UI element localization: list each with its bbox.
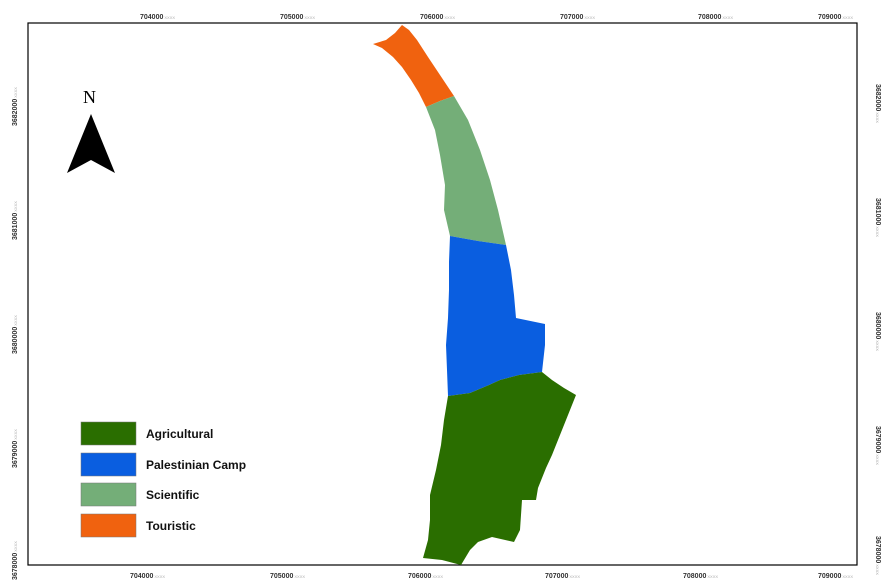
y-tick-right: 3682000XXXX (874, 84, 881, 123)
x-tick-bottom: 705000XXXX (270, 573, 305, 580)
x-axis-top: 704000XXXX 705000XXXX 706000XXXX 707000X… (140, 14, 853, 21)
north-letter: N (83, 87, 96, 107)
x-tick-top: 707000XXXX (560, 14, 595, 21)
tick-unit: XXXX (842, 574, 853, 579)
y-tick-left: 3679000XXXX (12, 429, 19, 468)
tick-unit: XXXX (569, 574, 580, 579)
legend-label: Palestinian Camp (146, 458, 246, 472)
tick-unit: XXXX (432, 574, 443, 579)
x-tick-bottom: 708000XXXX (683, 573, 718, 580)
map-frame (27, 22, 858, 566)
tick-unit: XXXX (875, 454, 880, 465)
north-arrow: N (67, 87, 115, 173)
tick-unit: XXXX (875, 226, 880, 237)
tick-unit: XXXX (722, 15, 733, 20)
tick-unit: XXXX (13, 541, 18, 552)
tick-unit: XXXX (294, 574, 305, 579)
legend-label: Scientific (146, 488, 200, 502)
legend-item-palestinian-camp: Palestinian Camp (80, 452, 246, 477)
x-tick-bottom: 709000XXXX (818, 573, 853, 580)
tick-unit: XXXX (13, 201, 18, 212)
tick-unit: XXXX (13, 429, 18, 440)
tick-unit: XXXX (13, 315, 18, 326)
zone-palestinian-camp (446, 236, 545, 396)
y-tick-right: 3680000XXXX (874, 312, 881, 351)
legend: Agricultural Palestinian Camp Scientific… (80, 421, 246, 538)
tick-unit: XXXX (707, 574, 718, 579)
y-tick-right: 3681000XXXX (874, 198, 881, 237)
x-tick-top: 705000XXXX (280, 14, 315, 21)
legend-label: Agricultural (146, 427, 213, 441)
x-tick-top: 706000XXXX (420, 14, 455, 21)
tick-unit: XXXX (842, 15, 853, 20)
legend-item-scientific: Scientific (80, 482, 200, 507)
tick-unit: XXXX (875, 564, 880, 575)
tick-unit: XXXX (875, 112, 880, 123)
y-tick-left: 3682000XXXX (12, 87, 19, 126)
x-axis-bottom: 704000XXXX 705000XXXX 706000XXXX 707000X… (130, 573, 853, 580)
zone-scientific (426, 96, 506, 245)
legend-swatch (80, 452, 137, 477)
tick-unit: XXXX (154, 574, 165, 579)
y-tick-left: 3681000XXXX (12, 201, 19, 240)
x-tick-top: 709000XXXX (818, 14, 853, 21)
y-tick-right: 3678000XXXX (874, 536, 881, 575)
legend-item-agricultural: Agricultural (80, 421, 213, 446)
legend-item-touristic: Touristic (80, 513, 196, 538)
x-tick-bottom: 704000XXXX (130, 573, 165, 580)
y-axis-left: 3682000XXXX 3681000XXXX 3680000XXXX 3679… (12, 87, 19, 580)
zones-layer (373, 25, 576, 565)
tick-unit: XXXX (444, 15, 455, 20)
legend-label: Touristic (146, 519, 196, 533)
x-tick-top: 704000XXXX (140, 14, 175, 21)
x-tick-top: 708000XXXX (698, 14, 733, 21)
y-tick-left: 3678000XXXX (12, 541, 19, 580)
tick-unit: XXXX (584, 15, 595, 20)
legend-swatch (80, 482, 137, 507)
y-tick-left: 3680000XXXX (12, 315, 19, 354)
tick-unit: XXXX (13, 87, 18, 98)
tick-unit: XXXX (875, 340, 880, 351)
legend-swatch (80, 513, 137, 538)
tick-unit: XXXX (304, 15, 315, 20)
zone-touristic (373, 25, 454, 107)
x-tick-bottom: 707000XXXX (545, 573, 580, 580)
x-tick-bottom: 706000XXXX (408, 573, 443, 580)
legend-swatch (80, 421, 137, 446)
north-arrow-icon (67, 114, 115, 173)
y-tick-right: 3679000XXXX (874, 426, 881, 465)
y-axis-right: 3682000XXXX 3681000XXXX 3680000XXXX 3679… (874, 84, 881, 575)
tick-unit: XXXX (164, 15, 175, 20)
zone-agricultural (423, 372, 576, 565)
